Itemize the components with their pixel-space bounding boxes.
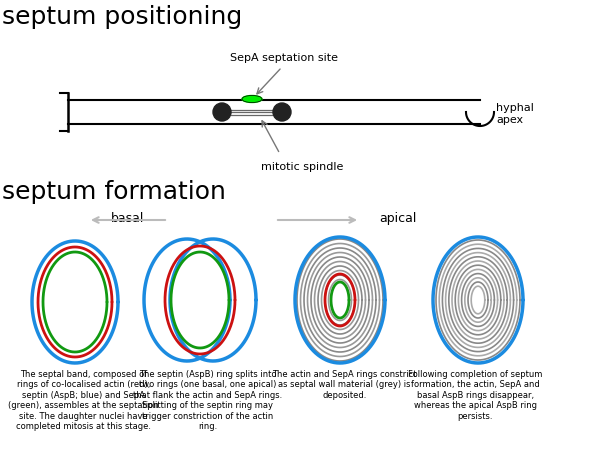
Text: septum positioning: septum positioning (2, 5, 242, 29)
Text: The septin (AspB) ring splits into
two rings (one basal, one apical)
that flank : The septin (AspB) ring splits into two r… (133, 370, 282, 431)
Text: basal: basal (112, 212, 145, 225)
Text: The septal band, composed of
rings of co-localised actin (red),
septin (AspB; bl: The septal band, composed of rings of co… (8, 370, 158, 431)
Text: apical: apical (379, 212, 416, 225)
Text: SepA septation site: SepA septation site (230, 53, 338, 63)
Text: septum formation: septum formation (2, 180, 226, 204)
Text: hyphal
apex: hyphal apex (496, 103, 534, 125)
Text: Following completion of septum
formation, the actin, SepA and
basal AspB rings d: Following completion of septum formation… (408, 370, 542, 420)
Circle shape (273, 103, 291, 121)
Ellipse shape (242, 96, 262, 102)
Text: The actin and SepA rings constrict
as septal wall material (grey) is
deposited.: The actin and SepA rings constrict as se… (272, 370, 416, 400)
Circle shape (213, 103, 231, 121)
Text: mitotic spindle: mitotic spindle (261, 162, 343, 172)
